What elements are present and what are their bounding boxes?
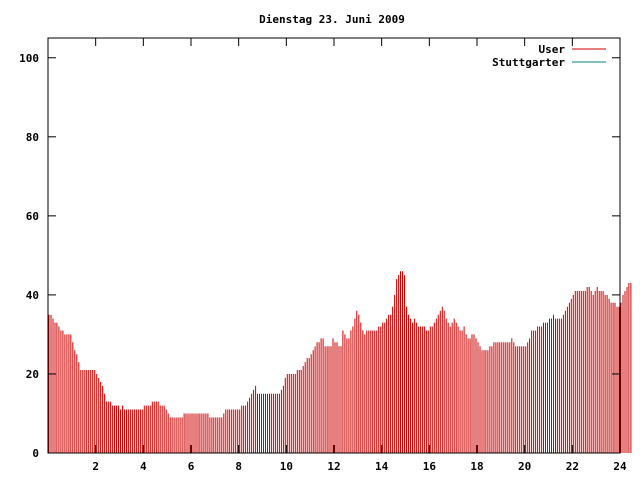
plot-frame	[47, 37, 621, 454]
legend: User Stuttgarter	[492, 43, 606, 69]
x-tick-label: 18	[470, 460, 483, 473]
y-tick-label: 100	[19, 52, 39, 65]
chart-title: Dienstag 23. Juni 2009	[259, 13, 405, 26]
x-tick-label: 24	[613, 460, 627, 473]
x-tick-label: 12	[327, 460, 340, 473]
x-tick-label: 20	[518, 460, 531, 473]
x-tick-label: 6	[188, 460, 195, 473]
y-tick-label: 60	[26, 210, 39, 223]
y-tick-label: 20	[26, 368, 39, 381]
legend-label-stuttgarter: Stuttgarter	[492, 56, 565, 69]
x-tick-label: 10	[280, 460, 293, 473]
x-tick-label: 4	[140, 460, 147, 473]
x-tick-label: 14	[375, 460, 389, 473]
y-tick-label: 40	[26, 289, 39, 302]
user-bars	[48, 271, 632, 453]
x-tick-label: 2	[92, 460, 99, 473]
x-tick-label: 22	[566, 460, 579, 473]
x-tick-label: 16	[423, 460, 437, 473]
x-tick-label: 8	[235, 460, 242, 473]
legend-label-user: User	[539, 43, 566, 56]
y-tick-label: 0	[32, 447, 39, 460]
y-tick-label: 80	[26, 131, 39, 144]
